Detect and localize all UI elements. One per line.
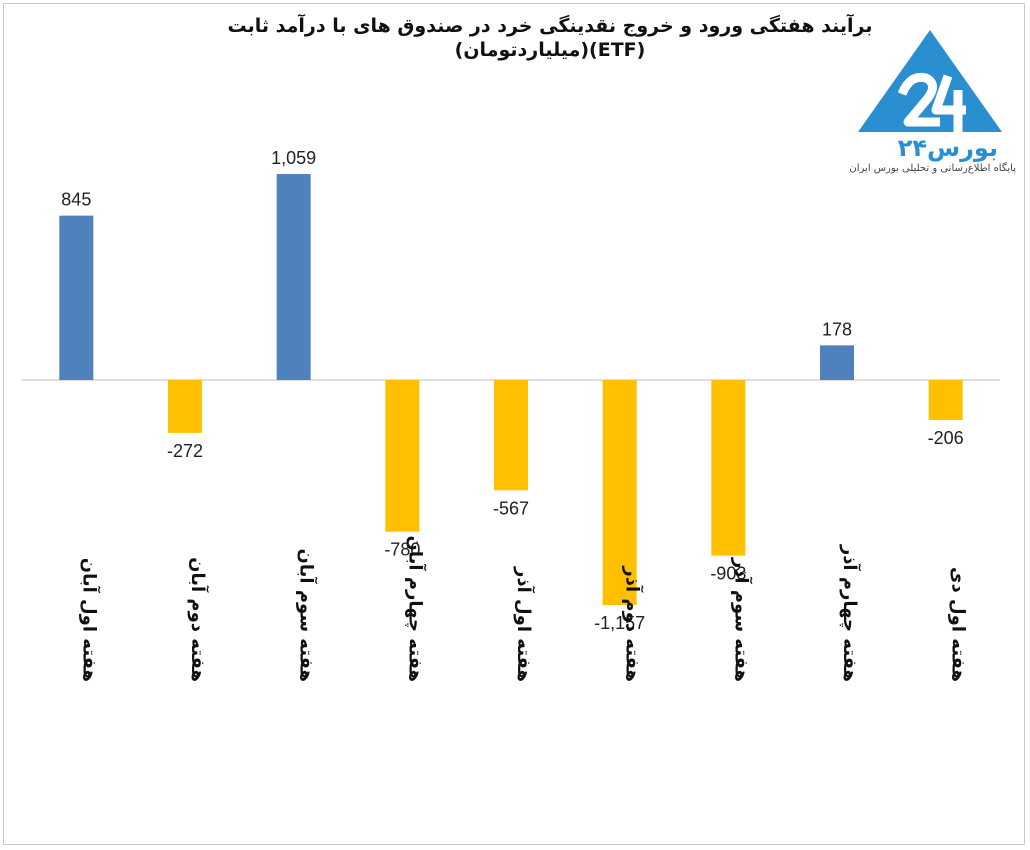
value-labels-group: 845 -272 1,059 -780 -567 -1,157 -903 178 -206	[61, 148, 963, 633]
bar-2	[168, 380, 202, 433]
bar-8	[820, 345, 854, 380]
logo-name: بورس۲۴	[897, 134, 998, 162]
category-label-4: هفته چهارم آبان	[404, 536, 427, 682]
category-label-3: هفته سوم آبان	[296, 549, 319, 682]
bar-4	[385, 380, 420, 532]
category-label-6: هفته دوم آذر	[622, 565, 645, 682]
bar-7	[711, 380, 746, 556]
value-label-4: -780	[384, 540, 420, 560]
value-label-6: -1,157	[594, 613, 645, 633]
chart-title: برآیند هفتگی ورود و خروج نقدینگی خرد در …	[140, 14, 960, 62]
bar-9	[928, 380, 963, 421]
chart-title-line2: (ETF)(میلیاردتومان)	[454, 39, 646, 61]
category-label-1: هفته اول آبان	[78, 558, 101, 682]
category-label-9: هفته اول دی	[948, 567, 969, 682]
value-label-5: -567	[493, 498, 529, 518]
category-label-8: هفته چهارم آذر	[839, 544, 862, 682]
logo-icon	[858, 30, 1002, 132]
chart-title-line1: برآیند هفتگی ورود و خروج نقدینگی خرد در …	[227, 15, 873, 37]
value-label-1: 845	[61, 190, 91, 210]
bar-5	[494, 380, 528, 491]
bars-group	[59, 174, 963, 606]
category-label-5: هفته اول آذر	[513, 566, 536, 682]
bar-1	[59, 215, 94, 380]
bar-3	[276, 174, 311, 380]
logo-tagline: پایگاه اطلاع‌رسانی و تحلیلی بورس ایران	[849, 163, 1016, 174]
value-label-3: 1,059	[271, 148, 316, 168]
bar-6	[602, 380, 637, 606]
value-label-2: -272	[167, 441, 203, 461]
value-label-9: -206	[928, 428, 964, 448]
category-labels-group: هفته اول آبان هفته دوم آبان هفته سوم آبان ه…	[78, 536, 968, 682]
value-label-7: -903	[710, 564, 746, 584]
category-label-7: هفته سوم آذر	[730, 557, 753, 682]
value-label-8: 178	[822, 319, 852, 339]
category-label-2: هفته دوم آبان	[187, 557, 210, 682]
